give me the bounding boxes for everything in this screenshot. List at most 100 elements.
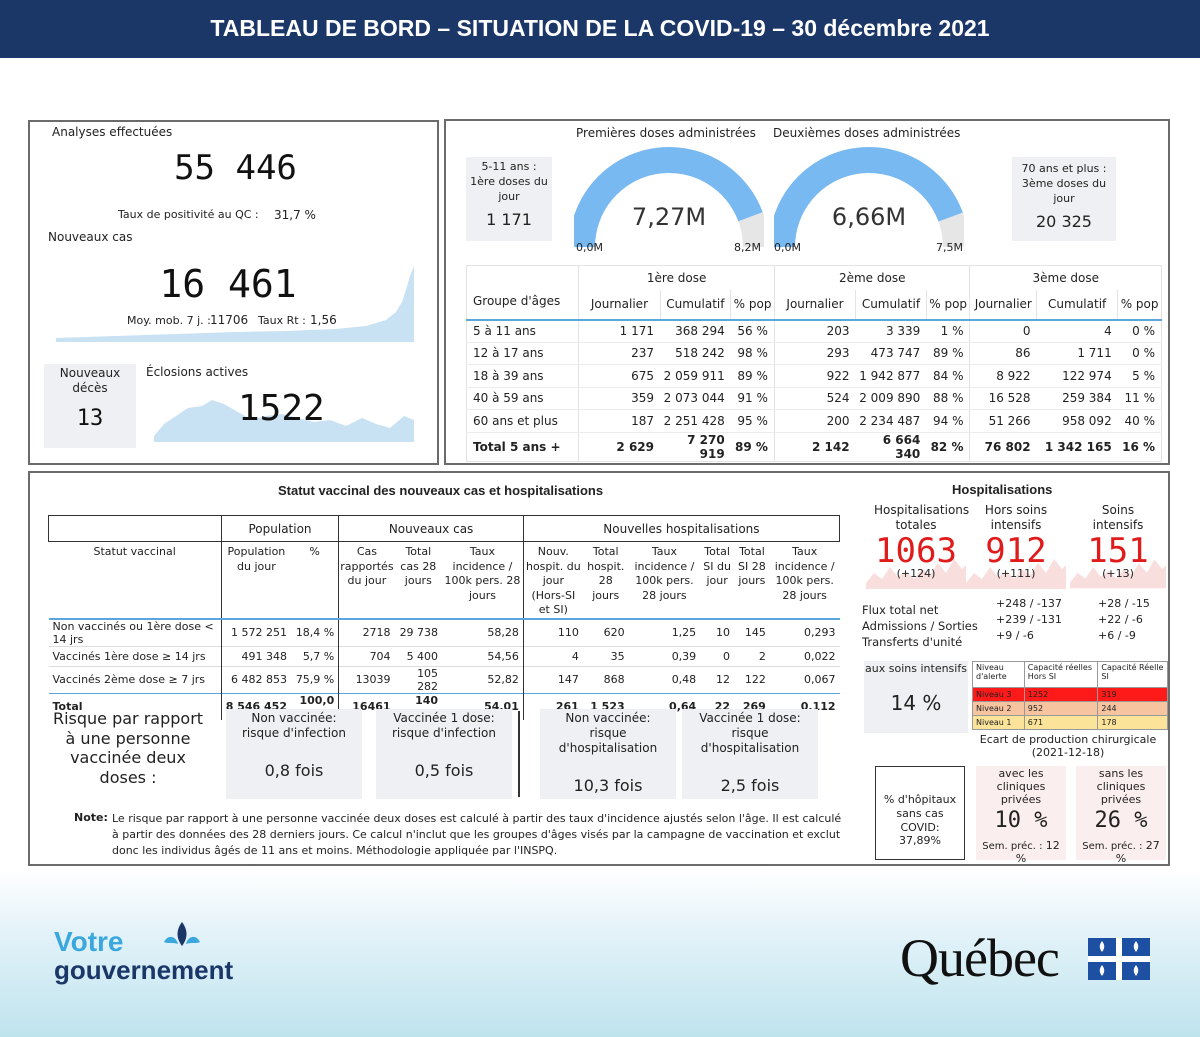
page-title: TABLEAU DE BORD – SITUATION DE LA COVID-…	[0, 0, 1200, 58]
vax-total-cell: 16 %	[1122, 439, 1155, 454]
vax-value-cell: 203	[773, 319, 856, 343]
risk-value: 0,8 fois	[264, 761, 324, 780]
hosp-kpi-value: 1063	[875, 531, 957, 571]
vax-value-cell: 16 528	[969, 387, 1037, 410]
vax-value-cell: 2 234 487	[855, 409, 927, 433]
vax-value-cell: 359	[578, 387, 660, 410]
statut-value-cell: 52,82	[442, 666, 524, 693]
vax-total-cell: 82 %	[930, 439, 964, 454]
vax-col-1: Journalier	[578, 289, 660, 320]
vax-value-cell: 2 073 044	[660, 387, 731, 410]
outbreaks-value: 1522	[238, 388, 325, 429]
statut-value-cell: 1 572 251	[231, 626, 287, 639]
vax-value-cell: 293	[773, 342, 856, 365]
risk-box: Non vaccinée: risque d'infection 0,8 fois	[226, 709, 362, 799]
vax-value-cell: 56 %	[730, 319, 775, 343]
hop-label: % d'hôpitaux sans cas COVID:	[883, 793, 957, 834]
statut-col-header: Population du jour	[227, 545, 286, 573]
vax-col-6: % pop	[925, 289, 970, 320]
analyses-panel: Analyses effectuées 55 446 Taux de posit…	[28, 120, 439, 465]
vax-value-cell: 88 %	[926, 387, 970, 410]
statut-value-cell: 0	[723, 649, 731, 663]
statut-col-header: Taux incidence / 100k pers. 28 jours	[634, 545, 695, 602]
statut-col-header: Total SI du jour	[703, 545, 731, 587]
alert-cell: Niveau 2	[972, 701, 1025, 716]
hosp-kpi: Hospitalisations totales 1063 (+124)	[866, 503, 969, 589]
vax-row: 12 à 17 ans 237 518 242 98 % 293 473 747 89 % 8…	[466, 342, 1162, 365]
moy-label: Moy. mob. 7 j. :	[127, 314, 211, 327]
alert-cell: 244	[1097, 701, 1168, 716]
ecart-value: 10 %	[994, 808, 1048, 833]
statut-value-cell: 58,28	[442, 618, 524, 646]
alert-head-2: Capacité réelles Hors SI	[1023, 661, 1099, 688]
ecart-prev-value: 12 %	[1015, 839, 1060, 865]
gauge2	[774, 147, 964, 248]
outbreaks-sparkline	[154, 400, 414, 442]
flux-value-a: +239 / -131	[996, 613, 1062, 626]
vax-total-cell: 2 142	[773, 432, 856, 461]
statut-value-cell: 1,25	[671, 626, 697, 639]
vax-value-cell: 675	[578, 364, 660, 388]
statut-value-cell: 2718	[362, 626, 391, 639]
statut-col-first: Statut vaccinal	[48, 541, 222, 619]
vax-value-cell: 368 294	[660, 319, 731, 343]
hosp-kpi-delta: (+124)	[896, 567, 936, 580]
gauge1-max: 8,2M	[734, 241, 761, 254]
vax-value-cell: 200	[773, 409, 856, 433]
flux-value-b: +22 / -6	[1098, 613, 1143, 626]
statut-col-header: Taux incidence / 100k pers. 28 jours	[774, 545, 835, 602]
deaths-label: Nouveaux décès	[59, 366, 121, 395]
vax-total-cell: 7 270 919	[687, 432, 725, 461]
vax-value-cell: 98 %	[730, 342, 775, 365]
risk-label: Vaccinée 1 dose: risque d'infection	[392, 711, 496, 740]
statut-col-header: Total hospit. 28 jours	[587, 545, 625, 602]
vax-value-cell: 0	[969, 319, 1037, 343]
vax-total-cell: 2 629	[578, 432, 660, 461]
hosp-kpi: Hors soins intensifs 912 (+111)	[966, 503, 1066, 589]
hosp-sparkline	[1070, 559, 1166, 589]
statut-label-cell: Non vaccinés ou 1ère dose < 14 jrs	[48, 618, 222, 646]
statut-value-cell: 6 482 853	[231, 673, 287, 686]
vax-value-cell: 4	[1036, 319, 1118, 343]
note-label: Note:	[74, 811, 108, 824]
statut-label-cell: Vaccinés 2ème dose ≥ 7 jrs	[48, 666, 222, 693]
statut-col-header: Taux incidence / 100k pers. 28 jours	[442, 541, 524, 619]
statut-col-header: Nouv. hospit. du jour (Hors-SI et SI)	[525, 545, 581, 616]
flux-value-a: +248 / -137	[996, 597, 1062, 610]
ecart-label: sans les cliniques privées	[1096, 767, 1146, 806]
risque-label: Risque par rapport à une personne vaccin…	[52, 709, 204, 787]
alert-cell: Niveau 3	[972, 687, 1025, 702]
statut-title: Statut vaccinal des nouveaux cas et hosp…	[278, 483, 604, 498]
risk-box: Vaccinée 1 dose: risque d'hospitalisatio…	[682, 709, 818, 799]
vax-value-cell: 91 %	[730, 387, 775, 410]
vax-value-cell: 473 747	[855, 342, 927, 365]
vax-row: 18 à 39 ans 675 2 059 911 89 % 922 1 942 877 8…	[466, 364, 1162, 388]
vax-col-first: Groupe d'âges	[473, 293, 561, 308]
vax-value-cell: 89 %	[730, 364, 775, 388]
vax-value-cell: 187	[578, 409, 660, 433]
flux-value-b: +6 / -9	[1098, 629, 1136, 642]
statut-value-cell: 0,022	[804, 649, 836, 663]
statut-value-cell: 147	[557, 673, 579, 686]
vax-value-cell: 259 384	[1036, 387, 1118, 410]
vax-total-cell: Total 5 ans +	[473, 439, 561, 454]
alert-cell: 319	[1097, 687, 1168, 702]
vax-value-cell: 1 %	[926, 319, 970, 343]
hosp-kpi-label: Soins intensifs	[1092, 503, 1144, 532]
vaccination-panel: Premières doses administrées Deuxièmes d…	[444, 119, 1170, 465]
statut-table: Population Nouveaux cas Nouvelles hospit…	[48, 515, 840, 720]
vax-value-cell: 0 %	[1117, 342, 1162, 365]
vax-value-cell: 0 %	[1117, 319, 1162, 343]
vax-row: 40 à 59 ans 359 2 073 044 91 % 524 2 009 890 8…	[466, 387, 1162, 410]
vax-value-cell: 1 711	[1036, 342, 1118, 365]
gauge2-min: 0,0M	[774, 241, 801, 254]
alert-cell: 178	[1097, 715, 1168, 730]
vax-value-cell: 95 %	[730, 409, 775, 433]
ecart-prev-label: Sem. préc. :	[982, 841, 1043, 852]
quebec-flag-icon	[1088, 938, 1150, 980]
hosp-title: Hospitalisations	[952, 482, 1053, 497]
statut-value-cell: 75,9 %	[291, 666, 340, 693]
si-value: 14 %	[890, 691, 942, 715]
statut-label-cell: Vaccinés 1ère dose ≥ 14 jrs	[48, 646, 222, 666]
risk-value: 0,5 fois	[414, 761, 474, 780]
